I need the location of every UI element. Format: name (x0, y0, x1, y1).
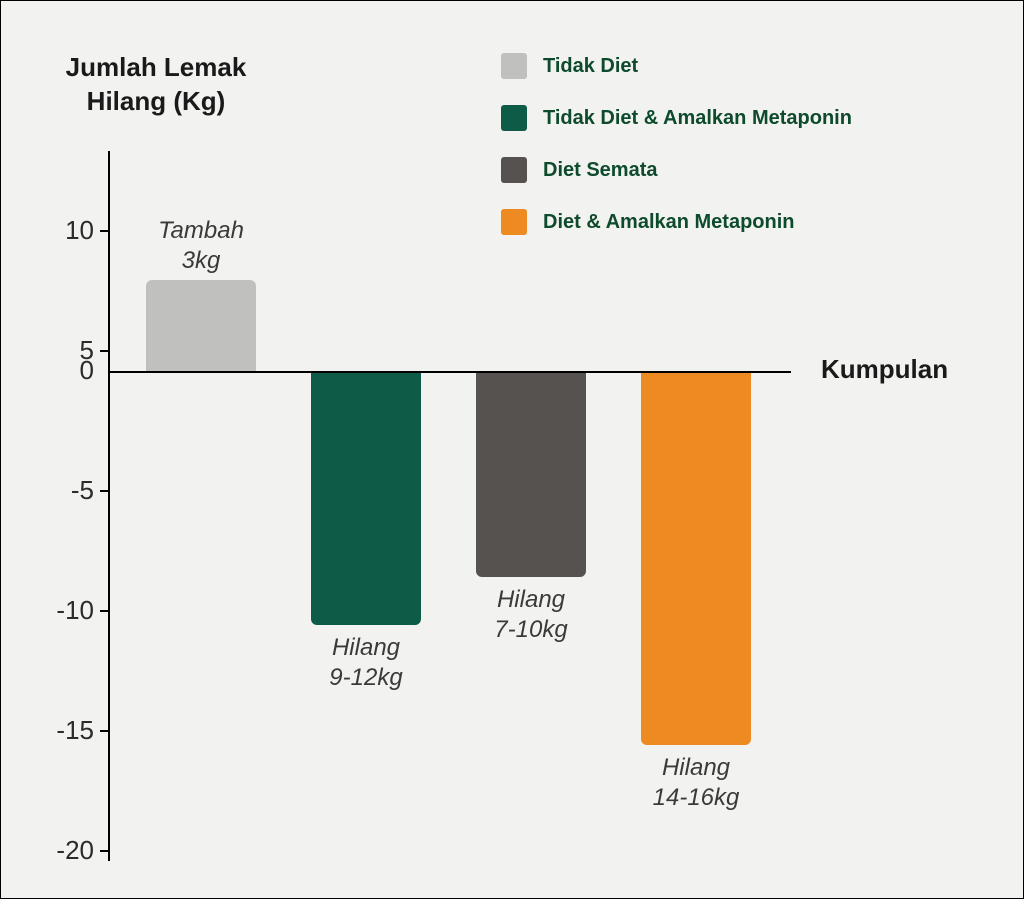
y-axis-line (108, 151, 110, 861)
bar-label-line: 9-12kg (329, 664, 402, 691)
legend-label: Diet Semata (543, 159, 658, 182)
ytick-mark (100, 350, 108, 352)
bar-diet-metaponin (641, 373, 751, 745)
legend-label: Tidak Diet (543, 55, 638, 78)
y-axis-title-line2: Hilang (Kg) (87, 86, 226, 116)
ytick-mark (100, 730, 108, 732)
bar-label-line: Tambah (158, 217, 244, 244)
legend-item: Tidak Diet & Amalkan Metaponin (501, 105, 852, 131)
legend-swatch (501, 209, 527, 235)
bar-no-diet (146, 280, 256, 371)
bar-label-line: Hilang (332, 634, 400, 661)
ytick-mark (100, 230, 108, 232)
ytick-mark (100, 610, 108, 612)
bar-label-line: Hilang (662, 754, 730, 781)
chart-frame: Jumlah Lemak Hilang (Kg) Tidak Diet Tida… (0, 0, 1024, 899)
legend: Tidak Diet Tidak Diet & Amalkan Metaponi… (501, 53, 852, 261)
ytick-mark (100, 850, 108, 852)
bar-diet-only (476, 373, 586, 577)
ytick-label: -15 (39, 715, 94, 746)
ytick-label: -10 (39, 595, 94, 626)
legend-item: Diet & Amalkan Metaponin (501, 209, 852, 235)
legend-item: Tidak Diet (501, 53, 852, 79)
legend-swatch (501, 157, 527, 183)
bar-no-diet-metaponin (311, 373, 421, 625)
bar-label: Hilang 14-16kg (616, 753, 776, 813)
x-axis-title: Kumpulan (821, 354, 948, 385)
legend-label: Tidak Diet & Amalkan Metaponin (543, 107, 852, 130)
bar-label-line: 7-10kg (494, 616, 567, 643)
legend-item: Diet Semata (501, 157, 852, 183)
ytick-label: -20 (39, 835, 94, 866)
bar-label-line: Hilang (497, 586, 565, 613)
ytick-label: 0 (39, 355, 94, 386)
bar-label-line: 3kg (182, 247, 221, 274)
ytick-label: 10 (39, 215, 94, 246)
y-axis-title-line1: Jumlah Lemak (66, 52, 247, 82)
bar-label: Hilang 7-10kg (451, 585, 611, 645)
legend-swatch (501, 53, 527, 79)
legend-swatch (501, 105, 527, 131)
bar-label: Hilang 9-12kg (286, 633, 446, 693)
bar-label-line: 14-16kg (653, 784, 740, 811)
y-axis-title: Jumlah Lemak Hilang (Kg) (46, 51, 266, 119)
ytick-mark (100, 490, 108, 492)
bar-label: Tambah 3kg (121, 216, 281, 276)
legend-label: Diet & Amalkan Metaponin (543, 211, 795, 234)
ytick-label: -5 (39, 475, 94, 506)
